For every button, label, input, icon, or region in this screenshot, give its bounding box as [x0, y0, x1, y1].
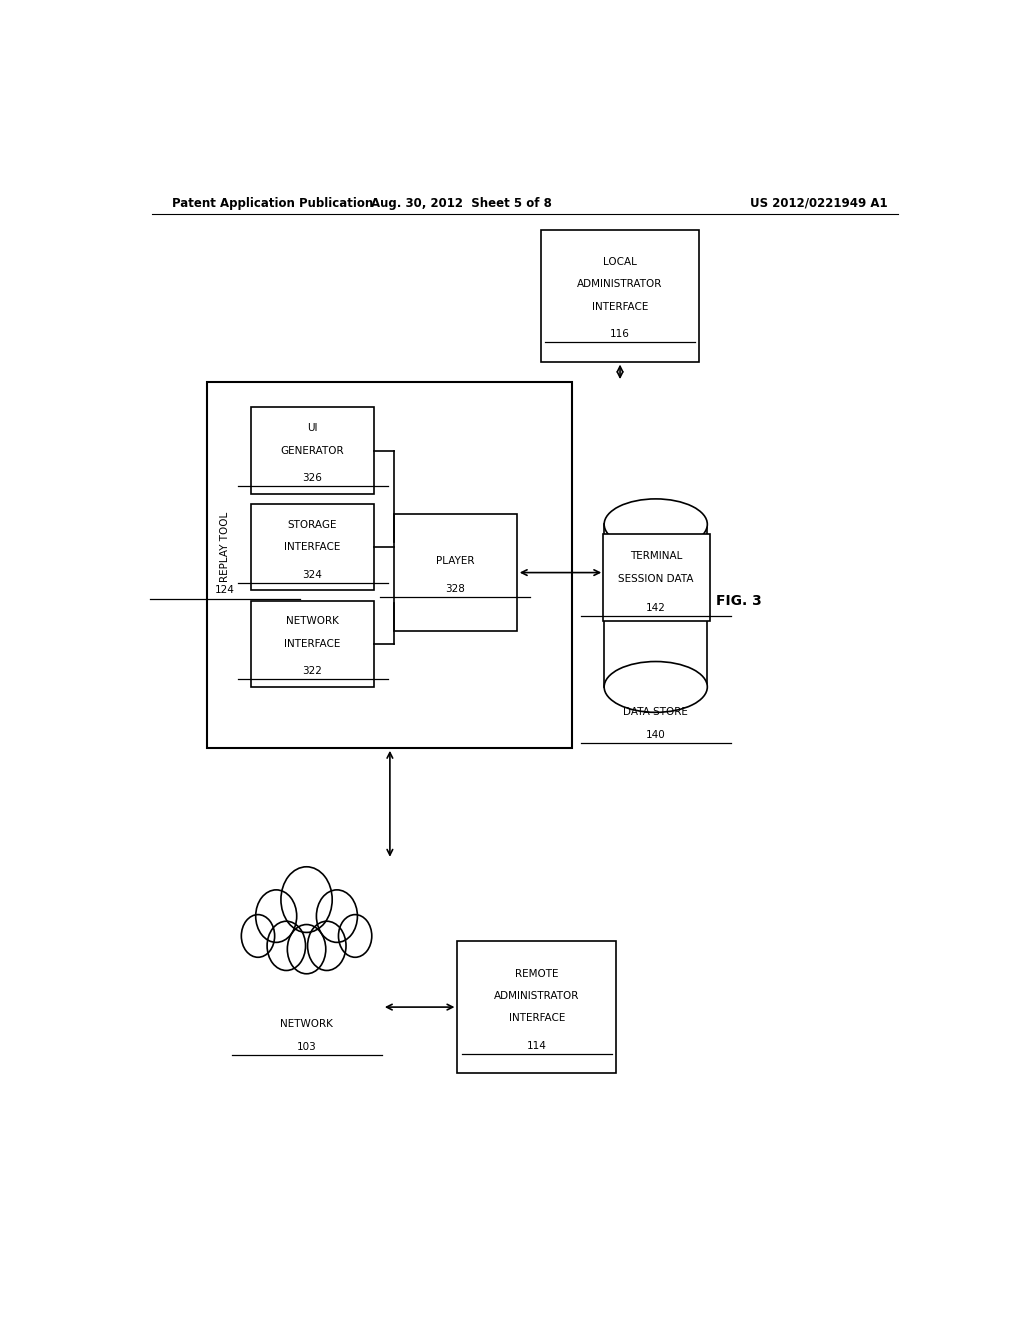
Text: INTERFACE: INTERFACE: [592, 302, 648, 312]
Text: ADMINISTRATOR: ADMINISTRATOR: [494, 991, 580, 1001]
Circle shape: [288, 924, 326, 974]
Text: Aug. 30, 2012  Sheet 5 of 8: Aug. 30, 2012 Sheet 5 of 8: [371, 197, 552, 210]
Text: US 2012/0221949 A1: US 2012/0221949 A1: [750, 197, 887, 210]
Bar: [602, 535, 710, 620]
Text: 140: 140: [646, 730, 666, 739]
Text: SESSION DATA: SESSION DATA: [618, 574, 694, 583]
Text: 116: 116: [610, 329, 630, 339]
Ellipse shape: [604, 661, 708, 713]
Circle shape: [316, 890, 357, 942]
Circle shape: [339, 915, 372, 957]
Text: INTERFACE: INTERFACE: [285, 543, 341, 552]
Text: Patent Application Publication: Patent Application Publication: [172, 197, 373, 210]
Circle shape: [307, 921, 346, 970]
Bar: [458, 941, 616, 1073]
Text: 142: 142: [646, 603, 666, 612]
Text: REPLAY TOOL: REPLAY TOOL: [220, 512, 229, 582]
Ellipse shape: [604, 499, 708, 549]
Text: NETWORK: NETWORK: [281, 1019, 333, 1030]
Text: NETWORK: NETWORK: [286, 616, 339, 627]
Text: ADMINISTRATOR: ADMINISTRATOR: [578, 280, 663, 289]
Circle shape: [267, 921, 305, 970]
Text: 322: 322: [302, 667, 323, 676]
Text: LOCAL: LOCAL: [603, 257, 637, 267]
Text: PLAYER: PLAYER: [436, 557, 474, 566]
Text: INTERFACE: INTERFACE: [509, 1014, 565, 1023]
Bar: [251, 504, 374, 590]
Text: 124: 124: [215, 585, 234, 595]
Circle shape: [242, 915, 274, 957]
Text: 328: 328: [445, 583, 465, 594]
Text: 324: 324: [302, 570, 323, 579]
Bar: [541, 230, 699, 362]
Text: DATA STORE: DATA STORE: [624, 708, 688, 717]
Text: REMOTE: REMOTE: [515, 969, 558, 978]
Bar: [207, 381, 572, 748]
Bar: [251, 408, 374, 494]
Text: FIG. 3: FIG. 3: [716, 594, 762, 607]
Circle shape: [256, 890, 297, 942]
Text: INTERFACE: INTERFACE: [285, 639, 341, 648]
Text: UI: UI: [307, 424, 317, 433]
Bar: [251, 601, 374, 686]
Circle shape: [281, 867, 332, 932]
Text: GENERATOR: GENERATOR: [281, 446, 344, 455]
Bar: [604, 524, 708, 686]
Text: 114: 114: [526, 1040, 547, 1051]
Text: 103: 103: [297, 1041, 316, 1052]
Bar: [394, 515, 517, 631]
Text: TERMINAL: TERMINAL: [630, 552, 682, 561]
Text: 326: 326: [302, 473, 323, 483]
Text: STORAGE: STORAGE: [288, 520, 337, 529]
